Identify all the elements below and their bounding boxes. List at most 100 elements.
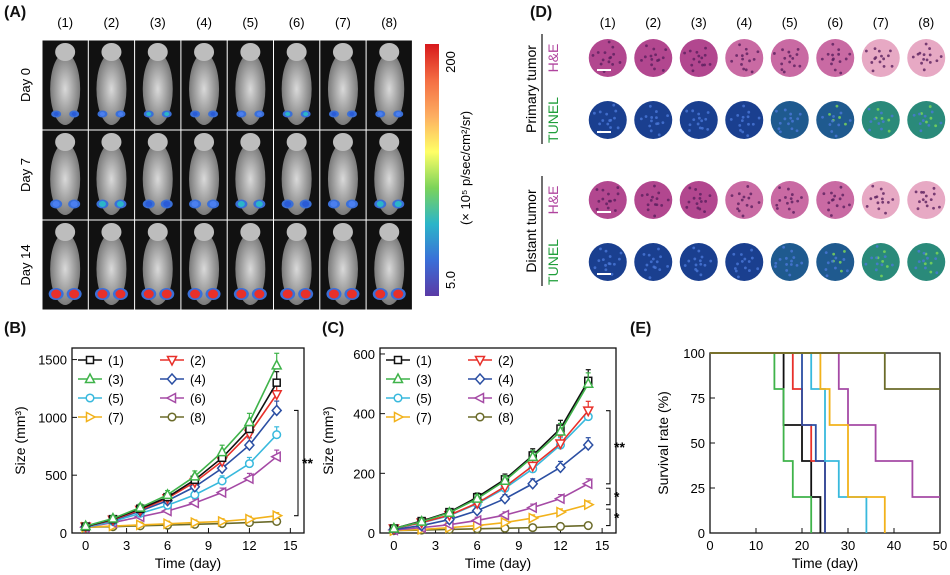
cell-dot: [843, 250, 846, 253]
cell-dot: [750, 205, 754, 209]
y-axis-label: Size (mm³): [320, 406, 336, 474]
cell-dot: [685, 205, 689, 209]
cell-dot: [652, 47, 656, 51]
cell-dot: [890, 114, 894, 118]
marker: [271, 404, 283, 417]
marker: [135, 519, 147, 531]
marker: [582, 438, 594, 452]
cell-dot: [881, 200, 885, 204]
x-axis-label: Time (day): [792, 555, 858, 571]
signal-spot: [256, 112, 262, 116]
cell-dot: [830, 62, 833, 66]
cell-dot: [692, 196, 696, 200]
cell-dot: [695, 50, 699, 54]
cell-dot: [939, 55, 943, 58]
marker: [553, 492, 565, 505]
y-tick-label: 200: [353, 466, 375, 481]
marker: [475, 412, 485, 422]
micrograph: [907, 39, 946, 77]
cell-dot: [834, 266, 837, 270]
cell-dot: [830, 259, 834, 263]
signal-spot: [70, 201, 78, 207]
signal-spot: [146, 112, 152, 116]
cell-dot: [703, 210, 706, 214]
cell-dot: [925, 58, 929, 62]
marker: [215, 486, 227, 499]
cell-dot: [655, 260, 659, 264]
series-line: [393, 483, 589, 531]
cell-dot: [655, 116, 658, 119]
cell-dot: [790, 259, 793, 263]
micrograph: [861, 243, 900, 281]
cell-dot: [827, 208, 830, 212]
cell-dot: [704, 199, 708, 203]
mouse-body: [235, 233, 266, 305]
column-label: (7): [335, 15, 351, 30]
cell-dot: [608, 262, 612, 266]
micrograph: [725, 181, 764, 219]
mouse-body: [142, 143, 173, 215]
micrograph: [861, 101, 900, 139]
cell-dot: [790, 249, 794, 253]
marker: [473, 392, 485, 404]
signal-spot: [236, 289, 247, 299]
cell-dot: [746, 134, 750, 138]
cell-dot: [925, 204, 929, 208]
cell-dot: [757, 116, 761, 120]
panel-label-a: (A): [4, 4, 27, 21]
cell-dot: [688, 186, 692, 190]
cell-dot: [790, 127, 794, 131]
mouse-body: [327, 143, 358, 215]
micrograph: [816, 39, 855, 77]
marker: [167, 412, 177, 422]
cell-dot: [598, 122, 602, 126]
y-tick-label: 400: [353, 407, 375, 422]
y-tick-label: 0: [368, 526, 375, 541]
mouse-head: [332, 223, 353, 241]
signal-spot: [238, 112, 244, 116]
cell-dot: [737, 209, 741, 213]
cell-dot: [697, 54, 701, 58]
column-label: (6): [289, 15, 305, 30]
cell-dot: [601, 58, 605, 62]
cell-dot: [827, 201, 831, 205]
cell-dot: [887, 129, 891, 133]
x-axis-label: Time (day): [465, 555, 531, 571]
cell-dot: [683, 264, 687, 267]
cell-dot: [735, 54, 739, 57]
cell-dot: [837, 48, 841, 52]
marker: [581, 478, 593, 490]
cell-dot: [730, 59, 734, 63]
cell-dot: [700, 255, 704, 259]
cell-dot: [692, 57, 696, 61]
micrograph: [634, 101, 673, 139]
marker: [393, 411, 405, 423]
cell-dot: [871, 184, 875, 188]
cell-dot: [887, 54, 890, 58]
signal-spot: [52, 201, 60, 207]
mouse-body: [189, 53, 220, 125]
mouse-head: [147, 133, 168, 151]
cell-dot: [645, 263, 649, 267]
mouse-body: [96, 53, 127, 125]
cell-dot: [837, 123, 841, 127]
cell-dot: [864, 262, 868, 266]
signal-spot: [164, 112, 170, 116]
cell-dot: [741, 214, 745, 218]
survival-curve-1: [710, 352, 822, 533]
signal-spot: [302, 201, 310, 207]
marker: [554, 424, 567, 436]
signal-spot: [99, 112, 105, 116]
cell-dot: [789, 263, 793, 266]
marker: [270, 390, 283, 401]
cell-dot: [616, 126, 620, 130]
cell-dot: [790, 193, 794, 196]
signal-spot: [331, 112, 337, 116]
cell-dot: [611, 62, 615, 66]
cell-dot: [708, 194, 712, 198]
cell-dot: [757, 201, 761, 204]
cell-dot: [841, 193, 845, 197]
cell-dot: [932, 192, 936, 196]
y-tick-label: 1000: [38, 410, 67, 425]
y-axis-label: Survival rate (%): [655, 391, 671, 494]
